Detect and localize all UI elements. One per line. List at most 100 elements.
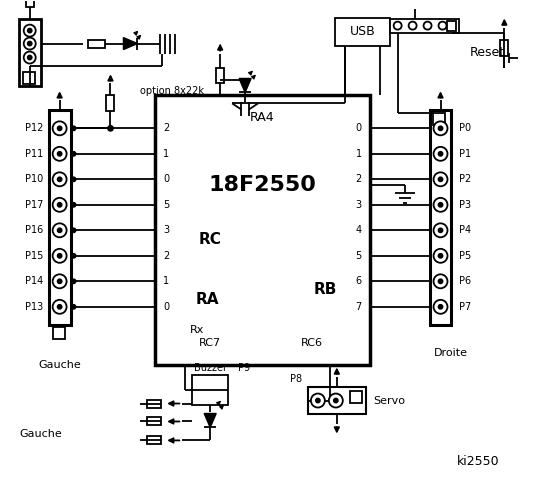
Polygon shape xyxy=(204,413,216,428)
Circle shape xyxy=(53,249,66,263)
Text: RC7: RC7 xyxy=(199,338,221,348)
Circle shape xyxy=(439,177,442,181)
Text: P0: P0 xyxy=(460,123,472,133)
Text: P9: P9 xyxy=(238,362,251,372)
Circle shape xyxy=(53,223,66,237)
Circle shape xyxy=(311,394,325,408)
Text: 5: 5 xyxy=(163,200,170,210)
Text: 1: 1 xyxy=(356,149,362,159)
Text: P8: P8 xyxy=(290,373,302,384)
Bar xyxy=(350,391,362,403)
Circle shape xyxy=(71,177,76,181)
Bar xyxy=(148,399,161,408)
Bar xyxy=(87,39,106,48)
Text: ki2550: ki2550 xyxy=(457,455,499,468)
Bar xyxy=(216,68,224,84)
Circle shape xyxy=(53,121,66,135)
Circle shape xyxy=(439,305,442,309)
Text: 3: 3 xyxy=(356,200,362,210)
Circle shape xyxy=(329,394,343,408)
Circle shape xyxy=(409,22,416,30)
Text: USB: USB xyxy=(349,25,375,38)
Text: option 8x22k: option 8x22k xyxy=(140,86,205,96)
Bar xyxy=(148,418,161,425)
Circle shape xyxy=(58,254,61,258)
Circle shape xyxy=(71,228,76,232)
Bar xyxy=(335,18,390,46)
Text: P17: P17 xyxy=(25,200,44,210)
Circle shape xyxy=(334,398,338,403)
Circle shape xyxy=(434,275,447,288)
Text: P6: P6 xyxy=(460,276,472,286)
Circle shape xyxy=(71,279,76,283)
Text: Gauche: Gauche xyxy=(19,430,62,439)
Circle shape xyxy=(58,126,61,130)
Text: 3: 3 xyxy=(163,225,169,235)
Text: P14: P14 xyxy=(25,276,44,286)
Text: RC6: RC6 xyxy=(301,338,323,348)
Text: Servo: Servo xyxy=(374,396,406,406)
Text: 5: 5 xyxy=(356,251,362,261)
Bar xyxy=(192,374,228,405)
Circle shape xyxy=(28,56,32,60)
Text: 2: 2 xyxy=(163,123,170,133)
Text: P12: P12 xyxy=(25,123,44,133)
Circle shape xyxy=(53,198,66,212)
Circle shape xyxy=(434,172,447,186)
Text: Reset: Reset xyxy=(469,46,504,59)
Circle shape xyxy=(53,275,66,288)
Bar xyxy=(148,436,161,444)
Text: 1: 1 xyxy=(163,149,169,159)
Bar xyxy=(308,386,366,415)
Bar xyxy=(49,110,71,325)
Text: 0: 0 xyxy=(356,123,362,133)
Circle shape xyxy=(439,126,442,130)
Bar xyxy=(430,110,451,325)
Circle shape xyxy=(439,203,442,207)
Circle shape xyxy=(424,22,431,30)
Circle shape xyxy=(24,37,36,49)
Text: P4: P4 xyxy=(460,225,472,235)
Circle shape xyxy=(71,126,76,130)
Circle shape xyxy=(58,228,61,232)
Circle shape xyxy=(24,51,36,63)
Circle shape xyxy=(71,254,76,258)
Circle shape xyxy=(58,279,61,283)
Bar xyxy=(500,39,508,56)
Text: P1: P1 xyxy=(460,149,472,159)
Text: RA4: RA4 xyxy=(250,111,275,124)
Text: RA: RA xyxy=(195,292,219,307)
Circle shape xyxy=(71,305,76,309)
Bar xyxy=(390,19,460,33)
Text: P7: P7 xyxy=(460,302,472,312)
Bar xyxy=(432,113,445,125)
Circle shape xyxy=(71,152,76,156)
Bar xyxy=(19,19,41,86)
Circle shape xyxy=(58,177,61,181)
Circle shape xyxy=(439,254,442,258)
Circle shape xyxy=(434,198,447,212)
Circle shape xyxy=(53,300,66,314)
Text: P16: P16 xyxy=(25,225,44,235)
Circle shape xyxy=(316,398,320,403)
Text: 4: 4 xyxy=(356,225,362,235)
Bar xyxy=(446,21,456,31)
Circle shape xyxy=(28,29,32,33)
Circle shape xyxy=(439,152,442,156)
Text: 6: 6 xyxy=(356,276,362,286)
Circle shape xyxy=(434,121,447,135)
Circle shape xyxy=(58,152,61,156)
Text: P13: P13 xyxy=(25,302,44,312)
Text: P5: P5 xyxy=(460,251,472,261)
Circle shape xyxy=(28,42,32,46)
Circle shape xyxy=(434,300,447,314)
Bar xyxy=(107,96,114,111)
Text: Buzzer: Buzzer xyxy=(194,362,227,372)
Text: 0: 0 xyxy=(163,302,169,312)
Text: P11: P11 xyxy=(25,149,44,159)
Text: P10: P10 xyxy=(25,174,44,184)
Circle shape xyxy=(434,249,447,263)
Circle shape xyxy=(58,203,61,207)
Polygon shape xyxy=(123,37,137,49)
Circle shape xyxy=(434,147,447,161)
